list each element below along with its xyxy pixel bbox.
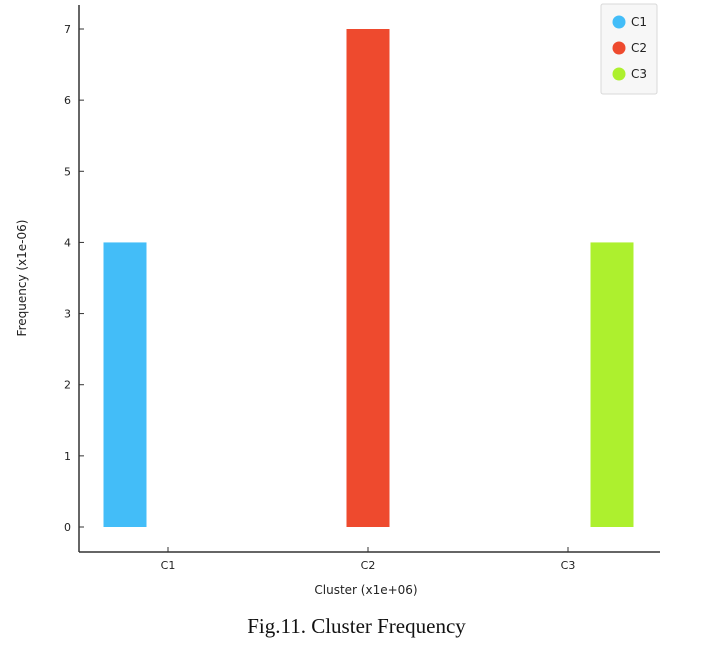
legend-marker (612, 67, 626, 81)
y-tick-label: 3 (64, 308, 71, 321)
x-tick-label: C1 (161, 559, 176, 572)
legend-box (600, 3, 658, 95)
y-tick-label: 0 (64, 521, 71, 534)
y-tick-label: 7 (64, 23, 71, 36)
bar-c2 (346, 29, 390, 527)
y-tick-label: 5 (64, 165, 71, 178)
y-tick-label: 1 (64, 450, 71, 463)
bar-c1 (103, 242, 147, 527)
legend-label: C2 (631, 41, 647, 55)
figure-caption: Fig.11. Cluster Frequency (247, 614, 466, 638)
x-tick-label: C2 (361, 559, 376, 572)
bar-c3 (590, 242, 634, 527)
x-ticks-group: C1 C2 C3 (161, 547, 576, 572)
y-tick-label: 4 (64, 236, 71, 249)
legend-label: C3 (631, 67, 647, 81)
x-axis-label: Cluster (x1e+06) (314, 583, 417, 597)
legend-label: C1 (631, 15, 647, 29)
x-tick-label: C3 (561, 559, 576, 572)
bars-group (103, 29, 634, 527)
legend-marker (612, 15, 626, 29)
y-tick-label: 6 (64, 94, 71, 107)
bar-chart: 0 1 2 3 4 5 6 7 C1 C2 C3 Cluster (x1e+06) Frequen… (15, 3, 660, 597)
y-tick-label: 2 (64, 379, 71, 392)
y-axis-label: Frequency (x1e-06) (15, 220, 29, 337)
legend-marker (612, 41, 626, 55)
y-ticks-group: 0 1 2 3 4 5 6 7 (64, 23, 84, 534)
legend: C1 C2 C3 (600, 3, 658, 95)
